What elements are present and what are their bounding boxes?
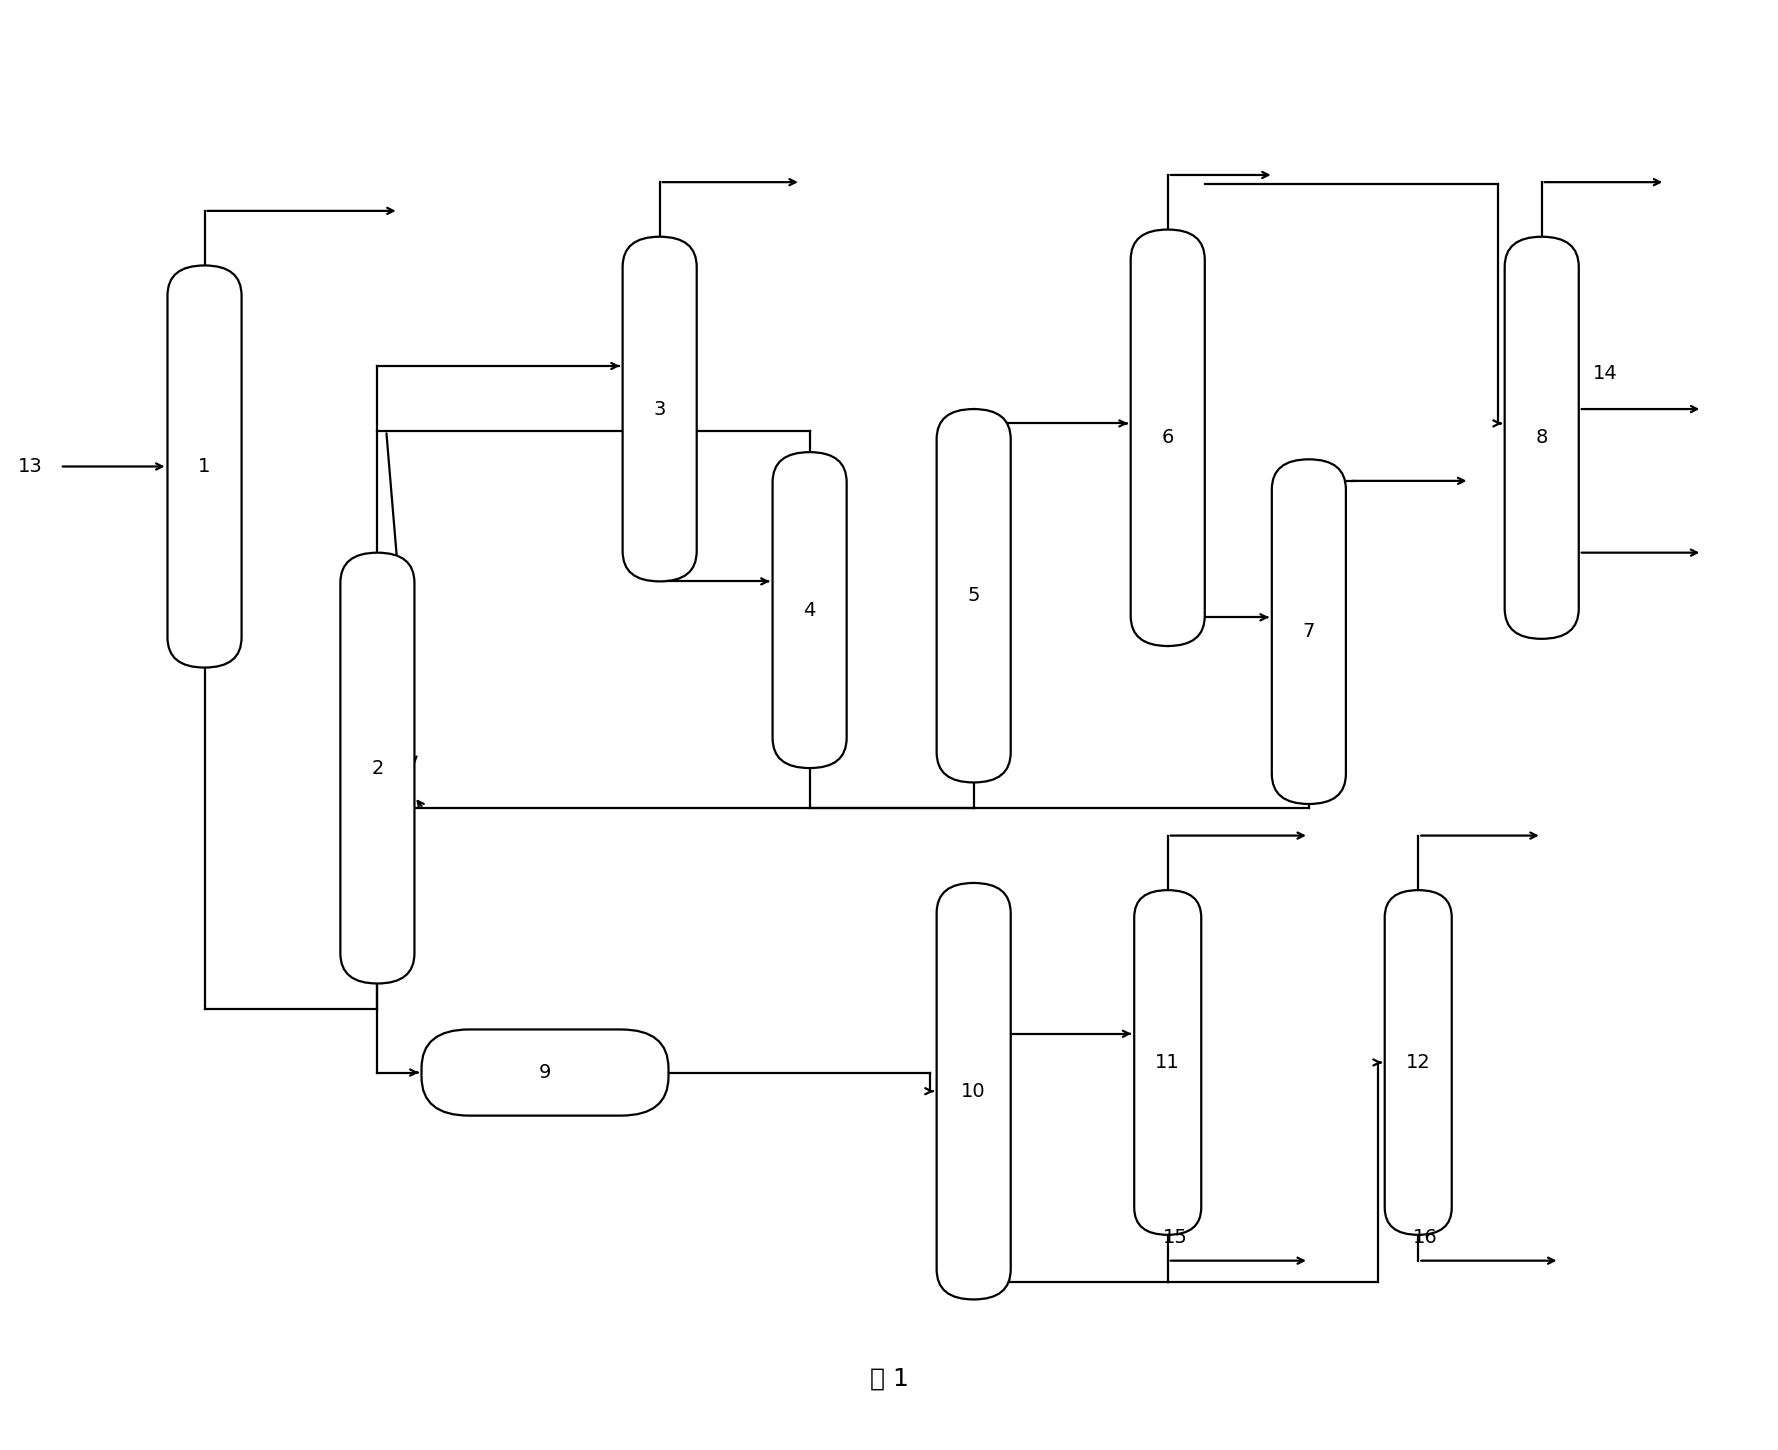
FancyBboxPatch shape — [773, 452, 846, 768]
FancyBboxPatch shape — [1271, 460, 1346, 803]
Text: 6: 6 — [1161, 428, 1173, 447]
Text: 1: 1 — [199, 457, 212, 476]
Text: 5: 5 — [967, 586, 980, 605]
FancyBboxPatch shape — [622, 236, 697, 581]
Text: 12: 12 — [1406, 1053, 1431, 1072]
Text: 9: 9 — [539, 1063, 551, 1082]
FancyBboxPatch shape — [937, 409, 1010, 783]
Text: 4: 4 — [804, 600, 816, 619]
Text: 16: 16 — [1414, 1228, 1438, 1247]
FancyBboxPatch shape — [167, 265, 242, 667]
FancyBboxPatch shape — [1504, 236, 1579, 639]
Text: 7: 7 — [1303, 622, 1316, 641]
Text: 14: 14 — [1593, 364, 1618, 383]
FancyBboxPatch shape — [340, 552, 414, 983]
FancyBboxPatch shape — [1385, 890, 1453, 1235]
Text: 13: 13 — [18, 457, 43, 476]
Text: 3: 3 — [654, 400, 665, 419]
Text: 2: 2 — [372, 758, 384, 777]
Text: 图 1: 图 1 — [869, 1366, 909, 1391]
FancyBboxPatch shape — [1134, 890, 1202, 1235]
Text: 11: 11 — [1156, 1053, 1181, 1072]
FancyBboxPatch shape — [937, 883, 1010, 1299]
FancyBboxPatch shape — [1131, 229, 1205, 647]
FancyBboxPatch shape — [421, 1030, 669, 1115]
Text: 15: 15 — [1163, 1228, 1188, 1247]
Text: 8: 8 — [1536, 428, 1549, 447]
Text: 10: 10 — [962, 1082, 987, 1101]
